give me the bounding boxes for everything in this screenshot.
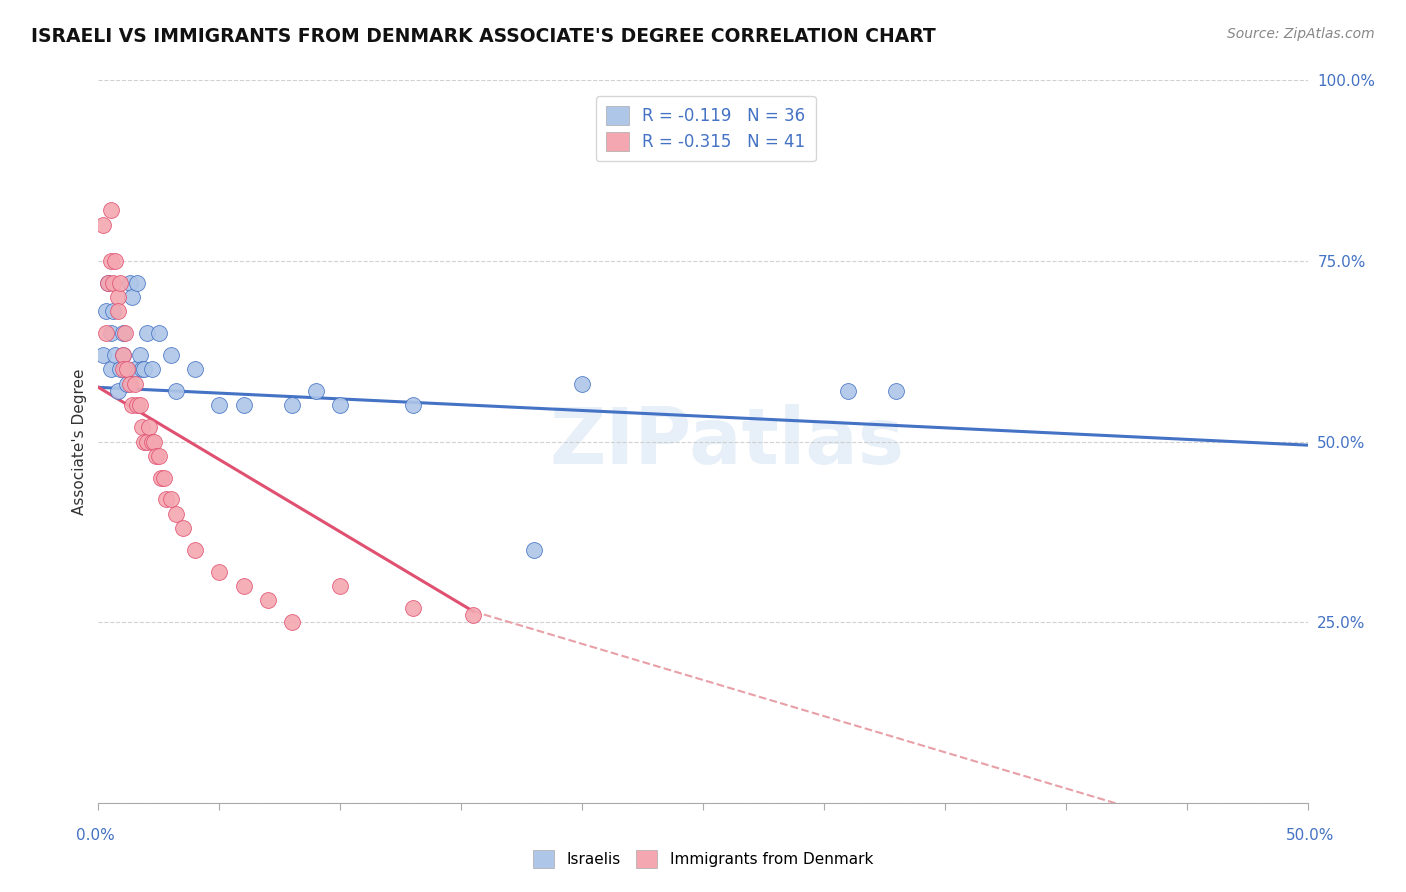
Point bbox=[131, 420, 153, 434]
Point bbox=[121, 290, 143, 304]
Point bbox=[111, 348, 134, 362]
Point bbox=[114, 362, 136, 376]
Point bbox=[148, 326, 170, 340]
Text: Source: ZipAtlas.com: Source: ZipAtlas.com bbox=[1227, 27, 1375, 41]
Point bbox=[117, 376, 139, 391]
Point bbox=[94, 326, 117, 340]
Point bbox=[305, 384, 328, 398]
Point bbox=[160, 492, 183, 507]
Point bbox=[107, 384, 129, 398]
Point bbox=[208, 565, 231, 579]
Point bbox=[134, 434, 156, 449]
Point bbox=[329, 579, 352, 593]
Point bbox=[155, 492, 177, 507]
Point bbox=[104, 348, 127, 362]
Point bbox=[101, 304, 124, 318]
Legend: R = -0.119   N = 36, R = -0.315   N = 41: R = -0.119 N = 36, R = -0.315 N = 41 bbox=[596, 95, 815, 161]
Point bbox=[134, 362, 156, 376]
Legend: Israelis, Immigrants from Denmark: Israelis, Immigrants from Denmark bbox=[527, 844, 879, 873]
Point bbox=[124, 362, 146, 376]
Point bbox=[121, 398, 143, 412]
Point bbox=[141, 434, 163, 449]
Point bbox=[208, 398, 231, 412]
Point bbox=[232, 398, 254, 412]
Point bbox=[118, 276, 141, 290]
Point bbox=[111, 348, 134, 362]
Point bbox=[172, 521, 194, 535]
Point bbox=[184, 542, 207, 557]
Point bbox=[107, 290, 129, 304]
Point bbox=[141, 362, 163, 376]
Point bbox=[463, 607, 485, 622]
Point bbox=[256, 593, 278, 607]
Point bbox=[114, 326, 136, 340]
Text: 0.0%: 0.0% bbox=[76, 829, 115, 843]
Point bbox=[523, 542, 546, 557]
Point bbox=[127, 398, 149, 412]
Text: ZIPatlas: ZIPatlas bbox=[550, 403, 904, 480]
Point bbox=[118, 376, 141, 391]
Point bbox=[94, 304, 117, 318]
Point bbox=[281, 398, 304, 412]
Point bbox=[97, 276, 120, 290]
Point bbox=[837, 384, 859, 398]
Point bbox=[107, 304, 129, 318]
Point bbox=[165, 384, 187, 398]
Point bbox=[232, 579, 254, 593]
Point bbox=[152, 470, 174, 484]
Point bbox=[402, 600, 425, 615]
Text: ISRAELI VS IMMIGRANTS FROM DENMARK ASSOCIATE'S DEGREE CORRELATION CHART: ISRAELI VS IMMIGRANTS FROM DENMARK ASSOC… bbox=[31, 27, 935, 45]
Point bbox=[111, 326, 134, 340]
Point bbox=[571, 376, 593, 391]
Point bbox=[117, 362, 139, 376]
Point bbox=[402, 398, 425, 412]
Point bbox=[108, 276, 131, 290]
Point bbox=[138, 420, 160, 434]
Point bbox=[135, 434, 157, 449]
Point bbox=[128, 398, 150, 412]
Point bbox=[160, 348, 183, 362]
Point bbox=[101, 276, 124, 290]
Point bbox=[148, 449, 170, 463]
Y-axis label: Associate's Degree: Associate's Degree bbox=[72, 368, 87, 515]
Point bbox=[91, 218, 114, 232]
Point bbox=[104, 253, 127, 268]
Point bbox=[97, 276, 120, 290]
Point bbox=[143, 434, 166, 449]
Point bbox=[128, 348, 150, 362]
Point bbox=[91, 348, 114, 362]
Point bbox=[108, 362, 131, 376]
Point bbox=[135, 326, 157, 340]
Point bbox=[100, 326, 122, 340]
Point bbox=[111, 362, 134, 376]
Point bbox=[124, 376, 146, 391]
Text: 50.0%: 50.0% bbox=[1286, 829, 1334, 843]
Point bbox=[165, 507, 187, 521]
Point bbox=[131, 362, 153, 376]
Point bbox=[100, 203, 122, 218]
Point bbox=[100, 253, 122, 268]
Point bbox=[145, 449, 167, 463]
Point bbox=[184, 362, 207, 376]
Point bbox=[127, 276, 149, 290]
Point bbox=[886, 384, 908, 398]
Point bbox=[329, 398, 352, 412]
Point bbox=[100, 362, 122, 376]
Point bbox=[150, 470, 173, 484]
Point bbox=[281, 615, 304, 630]
